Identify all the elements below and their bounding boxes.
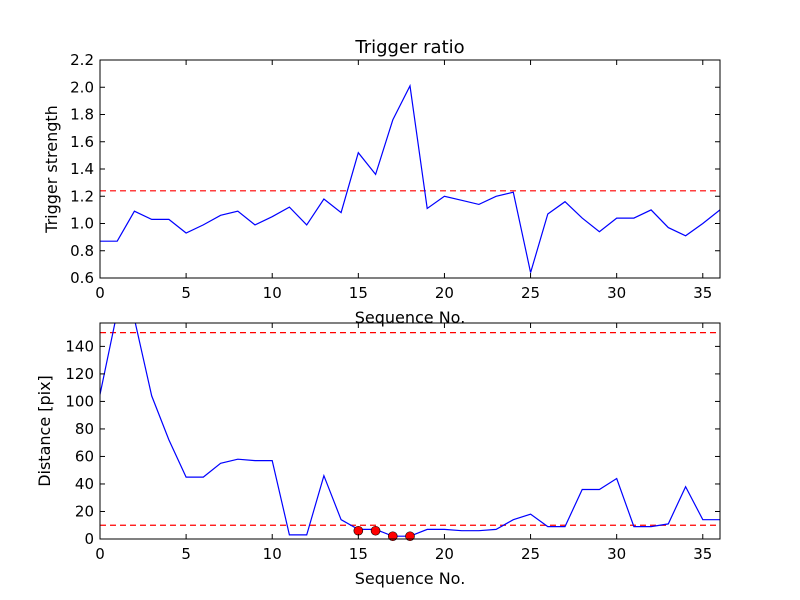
bottom-y-tick-label: 100 xyxy=(65,392,94,410)
top-y-tick-label: 1.4 xyxy=(70,160,94,178)
top-y-tick-label: 2.2 xyxy=(70,51,94,69)
bottom-x-tick-label: 30 xyxy=(607,545,626,563)
bottom-x-tick-label: 15 xyxy=(349,545,368,563)
bottom-y-tick-label: 120 xyxy=(65,365,94,383)
bottom-marker-point-0 xyxy=(353,525,364,536)
top-x-tick-label: 15 xyxy=(349,284,368,302)
bottom-x-axis-label: Sequence No. xyxy=(355,569,466,588)
bottom-y-tick-label: 140 xyxy=(65,337,94,355)
top-axes-frame xyxy=(99,59,721,279)
bottom-plot-area xyxy=(100,323,720,537)
top-x-tick-label: 35 xyxy=(693,284,712,302)
top-y-tick-label: 1.6 xyxy=(70,133,94,151)
bottom-axes: 0 5 10 15 20 25 30 35 0 20 40 60 80 100 120 140 xyxy=(65,322,721,563)
bottom-x-tick-label: 20 xyxy=(435,545,454,563)
top-axes: 0 5 10 15 20 25 30 35 0.6 0.8 1.0 1.2 1.4 1.6 1.8 2.0 2.… xyxy=(70,51,721,302)
top-y-tick-label: 1.8 xyxy=(70,106,94,124)
bottom-marker-point-3 xyxy=(405,531,415,542)
bottom-axes-frame xyxy=(99,322,721,540)
top-x-tick-label: 10 xyxy=(263,284,282,302)
top-x-tick-label: 25 xyxy=(521,284,540,302)
bottom-x-tick-label: 10 xyxy=(263,545,282,563)
top-x-tick-label: 20 xyxy=(435,284,454,302)
bottom-series-line xyxy=(100,323,720,537)
top-x-axis-label: Sequence No. xyxy=(355,308,466,327)
chart-title: Trigger ratio xyxy=(354,37,464,58)
top-x-tick-label: 30 xyxy=(607,284,626,302)
top-x-tick-label: 0 xyxy=(95,284,105,302)
bottom-x-tick-label: 25 xyxy=(521,545,540,563)
top-y-tick-label: 1.2 xyxy=(70,187,94,205)
top-x-tick-label: 5 xyxy=(181,284,191,302)
bottom-marker-point-1 xyxy=(370,525,381,536)
bottom-y-tick-label: 20 xyxy=(75,502,94,520)
top-series-line xyxy=(100,83,720,273)
top-y-tick-label: 2.0 xyxy=(70,78,94,96)
bottom-x-tick-label: 5 xyxy=(181,545,191,563)
bottom-y-axis-label: Distance [pix] xyxy=(35,375,54,487)
bottom-x-tick-label: 0 xyxy=(95,545,105,563)
top-y-tick-label: 1.0 xyxy=(70,215,94,233)
bottom-y-tick-label: 80 xyxy=(75,420,94,438)
bottom-y-tick-label: 40 xyxy=(75,475,94,493)
bottom-x-tick-label: 35 xyxy=(693,545,712,563)
bottom-marker-point-2 xyxy=(387,531,398,542)
top-y-axis-label: Trigger strength xyxy=(42,105,61,234)
bottom-y-tick-label: 0 xyxy=(84,530,94,548)
bottom-y-tick-label: 60 xyxy=(75,447,94,465)
top-y-tick-label: 0.8 xyxy=(70,242,94,260)
top-plot-area xyxy=(100,83,720,273)
top-y-tick-label: 0.6 xyxy=(70,269,94,287)
